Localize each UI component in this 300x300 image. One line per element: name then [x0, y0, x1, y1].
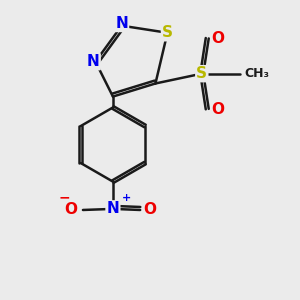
- Text: O: O: [212, 102, 225, 117]
- Text: S: S: [162, 25, 173, 40]
- Text: O: O: [64, 202, 77, 217]
- Text: N: N: [87, 54, 100, 69]
- Text: O: O: [212, 31, 225, 46]
- Text: O: O: [143, 202, 157, 217]
- Text: −: −: [59, 191, 70, 205]
- Text: CH₃: CH₃: [244, 67, 269, 80]
- Text: +: +: [122, 193, 131, 203]
- Text: S: S: [196, 66, 207, 81]
- Text: N: N: [106, 201, 119, 216]
- Text: N: N: [115, 16, 128, 31]
